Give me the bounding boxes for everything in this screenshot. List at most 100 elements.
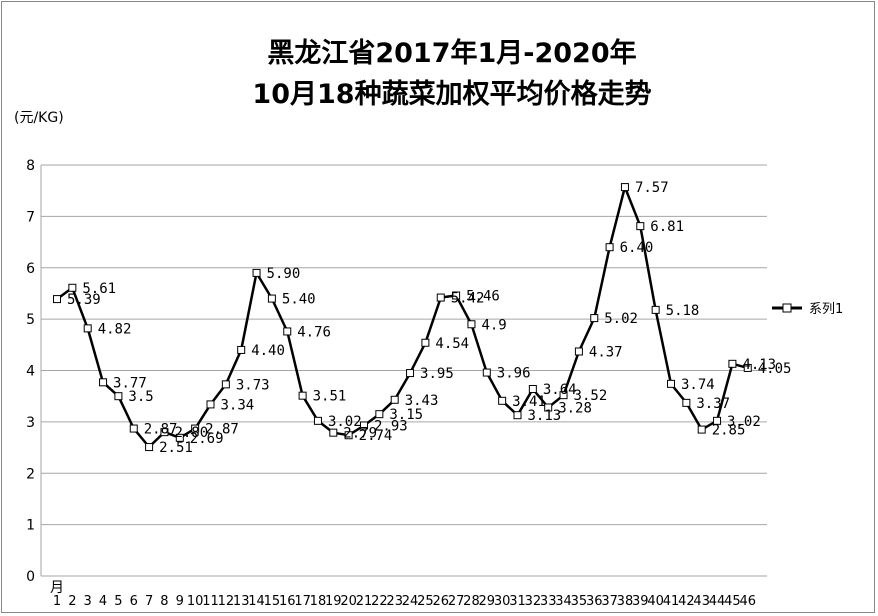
data-label: 3.41 [512, 394, 546, 410]
x-tick-label: 43 [693, 594, 710, 609]
data-label: 3.74 [681, 377, 715, 393]
x-tick-label: 38 [617, 594, 634, 609]
data-point-marker [559, 391, 568, 400]
x-tick-label: 9 [176, 594, 184, 609]
x-tick-label: 28 [463, 594, 480, 609]
data-label: 2.74 [359, 428, 393, 444]
x-tick-label: 6 [130, 594, 138, 609]
data-point-marker [436, 293, 445, 302]
data-label: 3.15 [389, 407, 423, 423]
y-tick-labels: 0 1 2 3 4 5 6 7 8 [26, 158, 35, 585]
x-tick-label: 7 [145, 594, 153, 609]
data-label: 5.39 [67, 292, 101, 308]
data-point-marker [421, 338, 430, 347]
data-point-marker [375, 410, 384, 419]
data-point-marker [544, 403, 553, 412]
data-point-marker [605, 243, 614, 252]
x-tick-label: 21 [356, 594, 373, 609]
y-tick-label: 1 [26, 518, 35, 534]
data-point-marker [298, 391, 307, 400]
data-label: 5.40 [282, 292, 316, 308]
data-label: 3.02 [727, 414, 761, 430]
data-label: 4.40 [251, 343, 285, 359]
x-tick-label: 39 [632, 594, 649, 609]
series-markers [53, 183, 752, 452]
data-point-marker [390, 395, 399, 404]
data-point-marker [467, 320, 476, 329]
data-label: 3.73 [236, 377, 270, 393]
legend-marker-swatch [782, 303, 792, 313]
data-point-marker [114, 392, 123, 401]
data-label: 3.96 [497, 366, 531, 382]
data-point-marker [697, 425, 706, 434]
data-label: 2.93 [374, 418, 408, 434]
data-label: 5.02 [604, 311, 638, 327]
data-label: 3.95 [420, 366, 454, 382]
data-point-marker [145, 443, 154, 452]
data-label: 4.54 [435, 336, 469, 352]
data-point-marker [191, 424, 200, 433]
x-tick-label: 4 [99, 594, 107, 609]
chart-title-line-2: 10月18种蔬菜加权平均价格走势 [252, 79, 651, 110]
x-tick-label: 12 [218, 594, 235, 609]
x-tick-label: 26 [432, 594, 449, 609]
data-label: 4.9 [481, 317, 506, 333]
data-point-marker [267, 294, 276, 303]
data-label: 4.05 [758, 361, 792, 377]
data-label: 2.51 [159, 440, 193, 456]
gridlines [40, 164, 767, 577]
x-tick-label: 3 [84, 594, 92, 609]
data-point-marker [206, 400, 215, 409]
legend: 系列1 [772, 302, 843, 317]
data-point-marker [667, 379, 675, 388]
data-point-marker [743, 363, 752, 372]
x-tick-label: 45 [724, 594, 741, 609]
data-point-marker [590, 314, 599, 323]
data-label: 3.64 [543, 382, 577, 398]
x-tick-label: 5 [114, 594, 122, 609]
data-label: 4.82 [98, 321, 132, 337]
data-label: 3.13 [528, 408, 562, 424]
x-tick-label: 35 [571, 594, 588, 609]
data-label: 5.61 [82, 281, 116, 297]
data-point-marker [283, 327, 292, 336]
x-axis-label: 月 [50, 580, 64, 596]
data-point-marker [636, 222, 645, 231]
data-labels: 5.395.614.823.773.52.872.512.802.692.873… [67, 180, 791, 456]
x-tick-label: 46 [739, 594, 756, 609]
data-point-marker [651, 305, 660, 314]
data-label: 4.76 [297, 324, 331, 340]
data-label: 6.40 [620, 240, 654, 256]
data-point-marker [620, 183, 629, 192]
x-tick-label: 23 [386, 594, 403, 609]
data-point-marker [160, 428, 169, 437]
x-tick-label: 30 [494, 594, 511, 609]
data-label: 6.81 [650, 219, 684, 235]
data-point-marker [713, 416, 722, 425]
data-point-marker [252, 268, 261, 277]
x-tick-label: 19 [325, 594, 342, 609]
x-tick-label: 16 [279, 594, 296, 609]
data-point-marker [329, 428, 338, 437]
data-label: 3.5 [128, 389, 153, 405]
data-label: 3.28 [558, 400, 592, 416]
x-tick-label: 8 [160, 594, 168, 609]
x-tick-label: 34 [555, 594, 572, 609]
data-point-marker [406, 369, 415, 378]
x-tick-labels: 1 2 3 4 5 6 7 8 9 1011121314151617181920212223242… [53, 594, 756, 609]
data-label: 3.37 [696, 396, 730, 412]
y-tick-label: 3 [26, 415, 35, 431]
x-tick-label: 20 [340, 594, 357, 609]
data-point-marker [237, 345, 246, 354]
x-tick-label: 31 [509, 594, 526, 609]
data-point-marker [313, 416, 322, 425]
series-line-path [56, 185, 749, 449]
data-point-marker [452, 291, 461, 300]
y-tick-label: 8 [26, 158, 35, 174]
x-tick-label: 33 [540, 594, 557, 609]
x-tick-label: 1 [53, 594, 61, 609]
data-label: 3.77 [113, 375, 147, 391]
data-point-marker [728, 359, 737, 368]
data-label: 3.34 [221, 397, 255, 413]
data-point-marker [344, 431, 353, 440]
